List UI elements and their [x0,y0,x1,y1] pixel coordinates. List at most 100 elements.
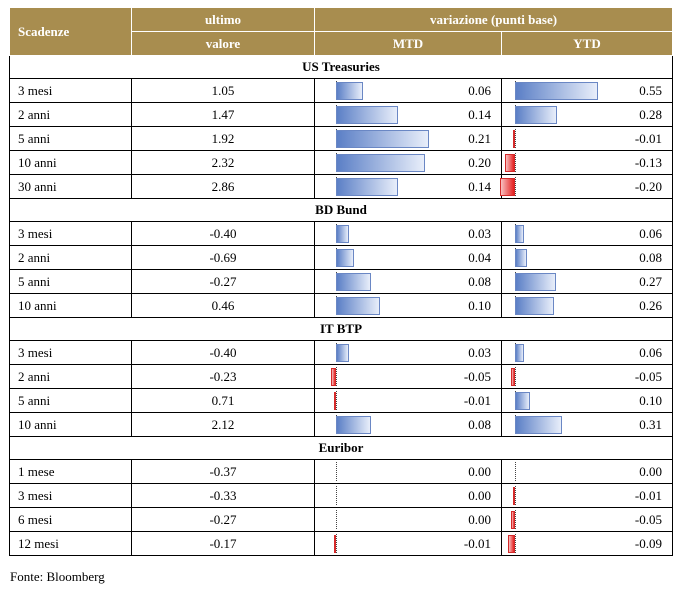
ytd-cell: -0.13 [501,150,673,175]
last-value: 2.86 [131,174,315,199]
ytd-axis [515,486,516,505]
maturity-label: 10 anni [9,293,132,318]
mtd-bar [336,249,354,267]
mtd-bar [336,416,371,434]
ytd-axis [515,367,516,386]
table-row: 3 mesi 1.05 0.06 0.55 [9,78,673,103]
ytd-value: 0.27 [639,274,662,289]
mtd-bar [336,130,429,148]
ytd-value: 0.08 [639,250,662,265]
ytd-axis [515,534,516,553]
mtd-axis [336,391,337,410]
mtd-value: -0.01 [463,536,491,551]
ytd-bar [513,130,515,148]
mtd-bar [336,82,363,100]
mtd-bar [331,368,336,386]
last-value: 0.46 [131,293,315,318]
maturity-label: 2 anni [9,364,132,389]
ytd-value: 0.28 [639,107,662,122]
table-row: 2 anni 1.47 0.14 0.28 [9,102,673,127]
header-scadenze: Scadenze [9,7,132,56]
mtd-cell: -0.05 [314,364,502,389]
table-row: 10 anni 0.46 0.10 0.26 [9,293,673,318]
ytd-value: -0.05 [634,369,662,384]
mtd-value: 0.03 [468,345,491,360]
mtd-bar [336,178,398,196]
ytd-bar [515,82,598,100]
ytd-cell: 0.31 [501,412,673,437]
mtd-bar [336,225,349,243]
last-value: -0.69 [131,245,315,270]
ytd-bar [500,178,515,196]
mtd-cell: 0.10 [314,293,502,318]
table-row: 6 mesi -0.27 0.00 -0.05 [9,507,673,532]
mtd-value: 0.04 [468,250,491,265]
ytd-bar [515,297,554,315]
ytd-bar [515,225,524,243]
maturity-label: 2 anni [9,245,132,270]
last-value: -0.33 [131,483,315,508]
maturity-label: 3 mesi [9,483,132,508]
mtd-cell: 0.00 [314,507,502,532]
mtd-cell: 0.21 [314,126,502,151]
last-value: 1.47 [131,102,315,127]
last-value: 1.05 [131,78,315,103]
ytd-axis [515,153,516,172]
mtd-axis [336,534,337,553]
maturity-label: 5 anni [9,269,132,294]
ytd-axis [515,510,516,529]
table-row: 3 mesi -0.33 0.00 -0.01 [9,483,673,508]
mtd-value: 0.08 [468,274,491,289]
maturity-label: 3 mesi [9,340,132,365]
mtd-value: 0.00 [468,464,491,479]
mtd-cell: 0.03 [314,221,502,246]
mtd-cell: 0.06 [314,78,502,103]
table-row: 30 anni 2.86 0.14 -0.20 [9,174,673,199]
ytd-axis [515,129,516,148]
ytd-value: 0.00 [639,464,662,479]
yield-table: Scadenze ultimo variazione (punti base) … [9,7,673,556]
table-row: 5 anni 0.71 -0.01 0.10 [9,388,673,413]
last-value: -0.17 [131,531,315,556]
maturity-label: 1 mese [9,459,132,484]
ytd-cell: 0.10 [501,388,673,413]
last-value: -0.27 [131,269,315,294]
table-row: 10 anni 2.12 0.08 0.31 [9,412,673,437]
group-row: US Treasuries [9,55,673,79]
maturity-label: 10 anni [9,150,132,175]
mtd-cell: 0.14 [314,102,502,127]
ytd-value: -0.01 [634,488,662,503]
ytd-cell: 0.08 [501,245,673,270]
maturity-label: 3 mesi [9,221,132,246]
mtd-bar [336,106,398,124]
mtd-cell: 0.04 [314,245,502,270]
table-header: Scadenze ultimo variazione (punti base) … [9,7,673,56]
mtd-value: 0.08 [468,417,491,432]
group-title: BD Bund [9,198,673,222]
ytd-value: 0.06 [639,345,662,360]
ytd-value: -0.20 [634,179,662,194]
ytd-cell: -0.01 [501,126,673,151]
ytd-bar [515,416,562,434]
group-row: Euribor [9,436,673,460]
last-value: 2.32 [131,150,315,175]
maturity-label: 2 anni [9,102,132,127]
header-ytd: YTD [501,31,673,56]
table-row: 2 anni -0.23 -0.05 -0.05 [9,364,673,389]
table-body: US Treasuries 3 mesi 1.05 0.06 0.55 2 anni 1.4… [9,55,673,556]
last-value: -0.27 [131,507,315,532]
ytd-cell: -0.05 [501,364,673,389]
mtd-axis [336,367,337,386]
table-row: 10 anni 2.32 0.20 -0.13 [9,150,673,175]
group-row: BD Bund [9,198,673,222]
ytd-bar [505,154,515,172]
mtd-bar [334,392,336,410]
mtd-cell: 0.00 [314,459,502,484]
maturity-label: 6 mesi [9,507,132,532]
ytd-value: 0.26 [639,298,662,313]
ytd-value: 0.31 [639,417,662,432]
group-row: IT BTP [9,317,673,341]
maturity-label: 5 anni [9,126,132,151]
mtd-value: 0.14 [468,107,491,122]
mtd-bar [336,297,380,315]
